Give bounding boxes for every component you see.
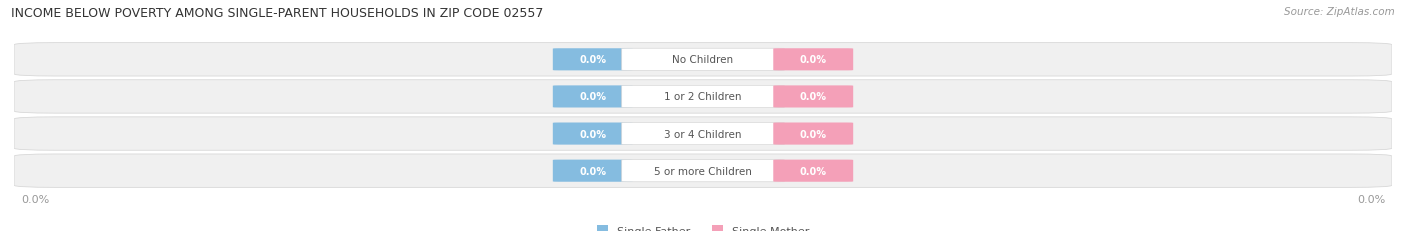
Text: 0.0%: 0.0% — [21, 194, 49, 204]
Text: 0.0%: 0.0% — [800, 129, 827, 139]
Text: 0.0%: 0.0% — [800, 55, 827, 65]
FancyBboxPatch shape — [621, 86, 785, 108]
Text: 0.0%: 0.0% — [579, 55, 606, 65]
Text: 0.0%: 0.0% — [800, 166, 827, 176]
Text: 0.0%: 0.0% — [1357, 194, 1385, 204]
FancyBboxPatch shape — [553, 49, 633, 71]
FancyBboxPatch shape — [14, 43, 1392, 77]
FancyBboxPatch shape — [14, 154, 1392, 188]
Legend: Single Father, Single Mother: Single Father, Single Mother — [592, 221, 814, 231]
FancyBboxPatch shape — [14, 80, 1392, 114]
FancyBboxPatch shape — [553, 86, 633, 108]
FancyBboxPatch shape — [773, 86, 853, 108]
Text: No Children: No Children — [672, 55, 734, 65]
FancyBboxPatch shape — [621, 123, 785, 145]
Text: 5 or more Children: 5 or more Children — [654, 166, 752, 176]
Text: 3 or 4 Children: 3 or 4 Children — [664, 129, 742, 139]
FancyBboxPatch shape — [773, 49, 853, 71]
FancyBboxPatch shape — [553, 123, 633, 145]
Text: INCOME BELOW POVERTY AMONG SINGLE-PARENT HOUSEHOLDS IN ZIP CODE 02557: INCOME BELOW POVERTY AMONG SINGLE-PARENT… — [11, 7, 544, 20]
Text: 0.0%: 0.0% — [800, 92, 827, 102]
FancyBboxPatch shape — [14, 117, 1392, 151]
Text: 0.0%: 0.0% — [579, 129, 606, 139]
Text: 0.0%: 0.0% — [579, 166, 606, 176]
FancyBboxPatch shape — [621, 49, 785, 71]
FancyBboxPatch shape — [621, 160, 785, 182]
Text: 1 or 2 Children: 1 or 2 Children — [664, 92, 742, 102]
FancyBboxPatch shape — [553, 160, 633, 182]
FancyBboxPatch shape — [773, 123, 853, 145]
FancyBboxPatch shape — [773, 160, 853, 182]
Text: 0.0%: 0.0% — [579, 92, 606, 102]
Text: Source: ZipAtlas.com: Source: ZipAtlas.com — [1284, 7, 1395, 17]
